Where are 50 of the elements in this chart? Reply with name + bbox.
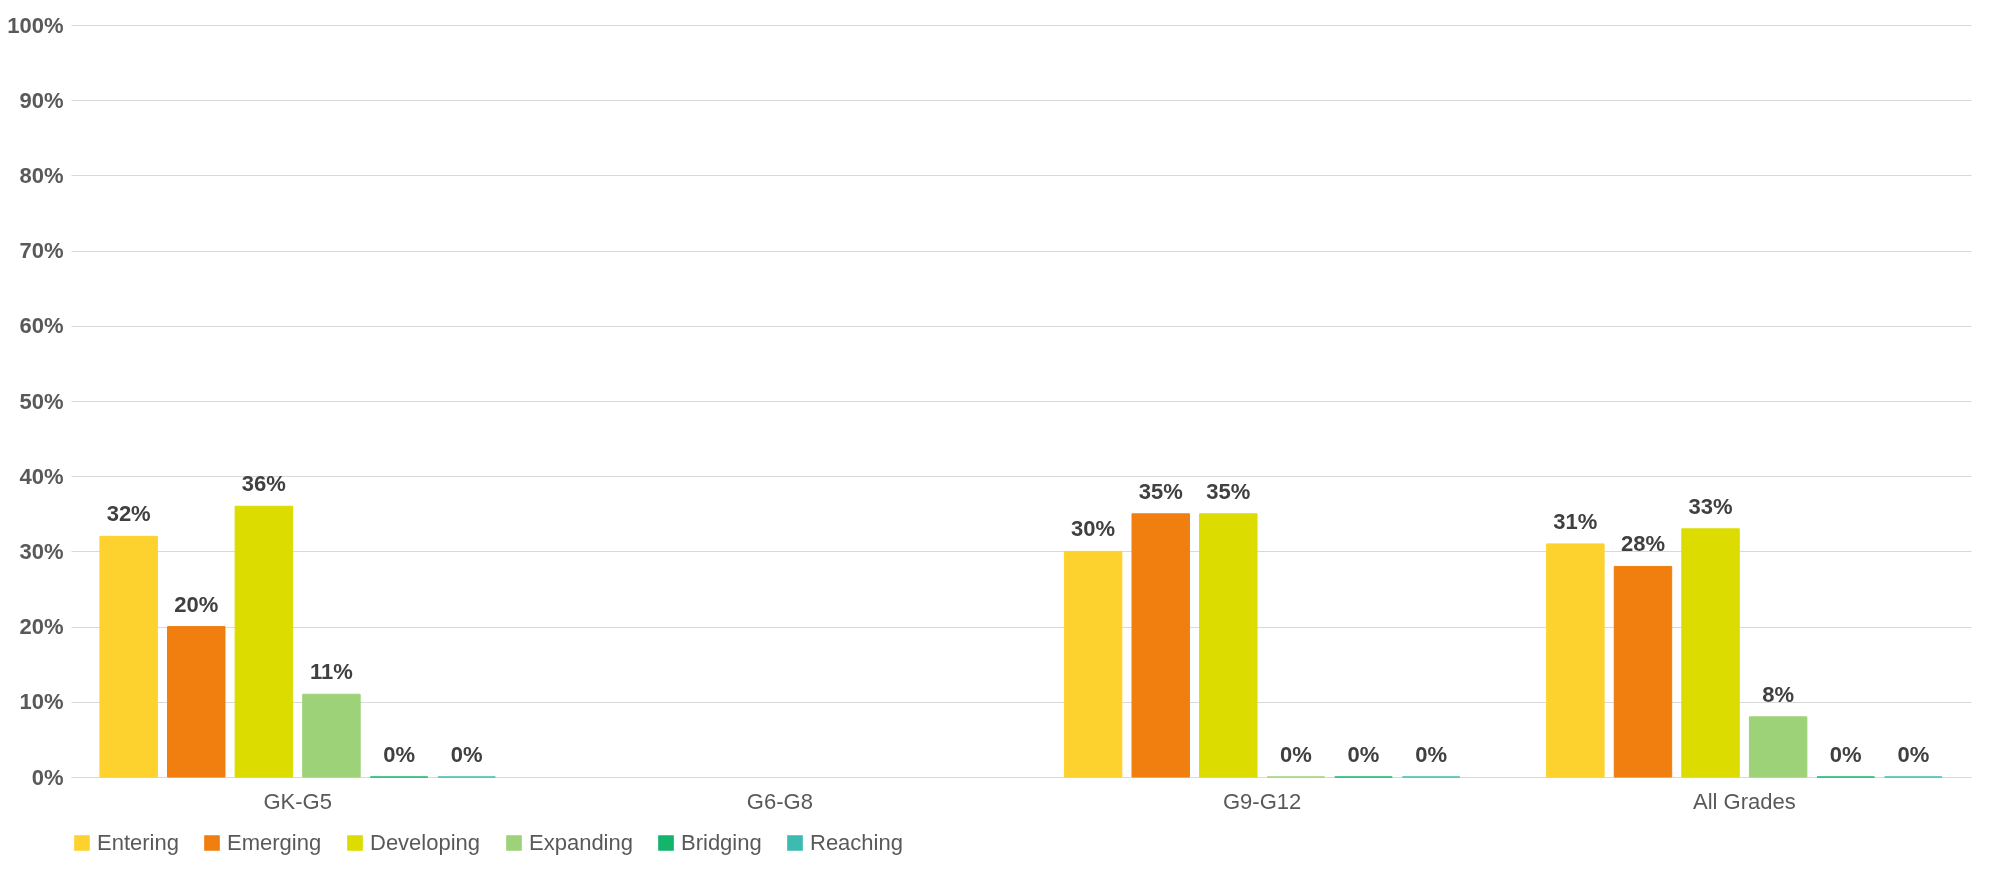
legend-label: Reaching (810, 830, 903, 855)
legend-label: Emerging (227, 830, 322, 855)
bar (1063, 550, 1123, 778)
y-tick-label: 100% (7, 12, 64, 38)
data-label: 32% (106, 501, 151, 527)
data-label: 33% (1688, 493, 1733, 519)
data-label: 0% (1347, 742, 1380, 767)
y-tick-label: 60% (19, 313, 64, 339)
y-tick-label: 40% (19, 463, 64, 489)
y-tick-label: 20% (19, 614, 64, 640)
bar (302, 693, 361, 778)
data-label: 11% (310, 659, 353, 685)
x-tick-label: GK-G5 (263, 788, 332, 814)
data-label: 20% (174, 591, 219, 617)
bar (99, 535, 158, 778)
data-label: 0% (1415, 742, 1447, 767)
data-label: 0% (1897, 742, 1930, 767)
y-tick-label: 90% (19, 87, 64, 113)
data-label: 36% (241, 471, 286, 497)
x-tick-label: G9-G12 (1222, 788, 1302, 814)
legend-label: Bridging (681, 830, 762, 855)
bar (1613, 565, 1673, 778)
y-tick-label: 0% (31, 764, 64, 790)
x-tick-label: G6-G8 (746, 788, 813, 814)
data-label: 35% (1138, 478, 1183, 504)
data-label: 28% (1620, 531, 1665, 557)
bar (1546, 543, 1605, 778)
data-label: 0% (383, 742, 415, 767)
legend-label: Entering (97, 830, 179, 855)
bar (167, 626, 226, 778)
bar (1131, 513, 1190, 778)
data-label: 30% (1071, 516, 1116, 542)
data-label: 8% (1762, 681, 1795, 707)
legend-label: Developing (370, 830, 481, 855)
y-tick-label: 80% (19, 162, 64, 188)
data-label: 0% (1829, 742, 1862, 767)
legend-label: Expanding (529, 830, 633, 855)
data-label: 31% (1553, 508, 1598, 534)
x-tick-label: All Grades (1692, 788, 1796, 814)
y-tick-label: 50% (19, 388, 64, 414)
bar (234, 505, 294, 778)
data-label: 0% (450, 742, 483, 767)
bar (1748, 716, 1808, 778)
y-tick-label: 10% (19, 689, 64, 715)
bar (1681, 528, 1740, 778)
data-label: 35% (1206, 478, 1251, 504)
y-tick-label: 30% (19, 538, 64, 564)
data-label: 0% (1280, 742, 1312, 767)
bar (1199, 513, 1258, 778)
y-tick-label: 70% (19, 238, 64, 264)
